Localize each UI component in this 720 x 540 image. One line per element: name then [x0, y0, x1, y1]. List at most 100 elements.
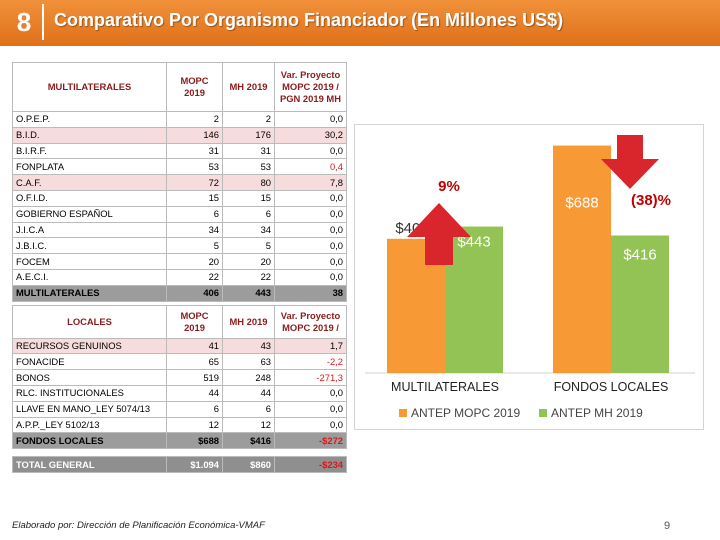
- mopc-value: 406: [166, 284, 223, 302]
- table-row: RLC. INSTITUCIONALES 44 44 0,0: [12, 384, 347, 402]
- legend-swatch: [399, 409, 407, 417]
- table-row: J.B.I.C. 5 5 0,0: [12, 237, 347, 255]
- spacer-cell: [166, 448, 223, 458]
- row-label: FONDOS LOCALES: [12, 432, 167, 450]
- pct-change-label: 9%: [438, 178, 460, 195]
- financing-table: MULTILATERALES MOPC 2019 MH 2019 Var. Proye…: [12, 62, 347, 473]
- row-label: B.I.D.: [12, 126, 167, 144]
- table-row: B.I.R.F. 31 31 0,0: [12, 142, 347, 160]
- variation-value: 7,8: [274, 174, 347, 191]
- table-row: J.I.C.A 34 34 0,0: [12, 221, 347, 239]
- table-row: O.F.I.D. 15 15 0,0: [12, 189, 347, 207]
- mopc-value: 41: [166, 337, 223, 355]
- variation-value: -$234: [274, 456, 347, 473]
- table-row: LLAVE EN MANO_LEY 5074/13 6 6 0,0: [12, 400, 347, 418]
- legend-swatch: [539, 409, 547, 417]
- mh-value: $416: [222, 432, 275, 450]
- up-arrow-icon: [407, 203, 471, 265]
- column-header: Var. Proyecto MOPC 2019 / PGN 2019 MH: [274, 62, 347, 112]
- mopc-value: 44: [166, 384, 223, 402]
- row-label: A.E.C.I.: [12, 268, 167, 286]
- mopc-value: 22: [166, 268, 223, 286]
- variation-value: 0,0: [274, 400, 347, 418]
- mopc-value: 12: [166, 416, 223, 434]
- mh-value: 443: [222, 284, 275, 302]
- variation-value: 0,0: [274, 253, 347, 270]
- mopc-value: 519: [166, 369, 223, 386]
- table-row: A.P.P._LEY 5102/13 12 12 0,0: [12, 416, 347, 434]
- mopc-value: 5: [166, 237, 223, 255]
- category-label: MULTILATERALES: [391, 380, 499, 394]
- mh-value: 6: [222, 205, 275, 223]
- row-label: FONACIDE: [12, 353, 167, 371]
- row-label: B.I.R.F.: [12, 142, 167, 160]
- variation-value: 30,2: [274, 126, 347, 144]
- row-label: J.I.C.A: [12, 221, 167, 239]
- mh-value: 80: [222, 174, 275, 191]
- column-header: MOPC 2019: [166, 304, 223, 339]
- mh-value: $860: [222, 456, 275, 473]
- variation-value: 0,0: [274, 384, 347, 402]
- multilaterales-table: MULTILATERALES MOPC 2019 MH 2019 Var. Proye…: [12, 62, 347, 302]
- table-header: LOCALES MOPC 2019 MH 2019 Var. Proyecto MOP…: [12, 304, 347, 339]
- page-number: 9: [664, 520, 671, 532]
- mopc-value: 146: [166, 126, 223, 144]
- row-label: RLC. INSTITUCIONALES: [12, 384, 167, 402]
- mopc-value: 31: [166, 142, 223, 160]
- legend-label: ANTEP MH 2019: [551, 406, 643, 420]
- mopc-value: 15: [166, 189, 223, 207]
- variation-value: 0,0: [274, 111, 347, 128]
- spacer-cell: [274, 448, 347, 458]
- mh-value: 20: [222, 253, 275, 270]
- pct-change-label: (38)%: [631, 192, 671, 209]
- column-header: MH 2019: [222, 62, 275, 112]
- variation-value: 0,0: [274, 416, 347, 434]
- row-label: FOCEM: [12, 253, 167, 270]
- table-row: A.E.C.I. 22 22 0,0: [12, 268, 347, 286]
- variation-value: 0,0: [274, 189, 347, 207]
- row-label: O.F.I.D.: [12, 189, 167, 207]
- variation-value: -$272: [274, 432, 347, 450]
- legend-label: ANTEP MOPC 2019: [411, 406, 520, 420]
- row-label: MULTILATERALES: [12, 284, 167, 302]
- bar-0-1: [553, 145, 611, 373]
- category-label: FONDOS LOCALES: [554, 380, 669, 394]
- mopc-value: 2: [166, 111, 223, 128]
- mh-value: 6: [222, 400, 275, 418]
- variation-value: -271,3: [274, 369, 347, 386]
- table-row: O.P.E.P. 2 2 0,0: [12, 111, 347, 128]
- variation-value: 0,0: [274, 205, 347, 223]
- bar-value-label: $416: [623, 246, 656, 263]
- mh-value: 176: [222, 126, 275, 144]
- mh-value: 15: [222, 189, 275, 207]
- mh-value: 63: [222, 353, 275, 371]
- table-row: B.I.D. 146 176 30,2: [12, 126, 347, 144]
- mh-value: 248: [222, 369, 275, 386]
- mh-value: 5: [222, 237, 275, 255]
- mopc-value: 6: [166, 205, 223, 223]
- bar-1-1: [611, 235, 669, 373]
- row-label: C.A.F.: [12, 174, 167, 191]
- table-row: RECURSOS GENUINOS 41 43 1,7: [12, 337, 347, 355]
- variation-value: 0,0: [274, 221, 347, 239]
- table-row: FONPLATA 53 53 0,4: [12, 158, 347, 176]
- mopc-value: 72: [166, 174, 223, 191]
- row-label: LLAVE EN MANO_LEY 5074/13: [12, 400, 167, 418]
- row-label: BONOS: [12, 369, 167, 386]
- column-header: MOPC 2019: [166, 62, 223, 112]
- spacer-row: [12, 448, 347, 458]
- variation-value: 0,0: [274, 142, 347, 160]
- header-bar: 8 Comparativo Por Organismo Financiador …: [0, 0, 720, 46]
- source-note: Elaborado por: Dirección de Planificació…: [12, 520, 265, 531]
- row-label: FONPLATA: [12, 158, 167, 176]
- mopc-value: 65: [166, 353, 223, 371]
- variation-value: 38: [274, 284, 347, 302]
- subtotal-row: FONDOS LOCALES $688 $416 -$272: [12, 432, 347, 450]
- column-header: MULTILATERALES: [12, 62, 167, 112]
- table-header: MULTILATERALES MOPC 2019 MH 2019 Var. Proye…: [12, 62, 347, 112]
- mopc-value: $1.094: [166, 456, 223, 473]
- mh-value: 2: [222, 111, 275, 128]
- comparison-chart: $406 $688 $443 $416 MULTILATERALES FONDOS LOC…: [354, 124, 704, 430]
- column-header: Var. Proyecto MOPC 2019 /: [274, 304, 347, 339]
- table-row: FOCEM 20 20 0,0: [12, 253, 347, 270]
